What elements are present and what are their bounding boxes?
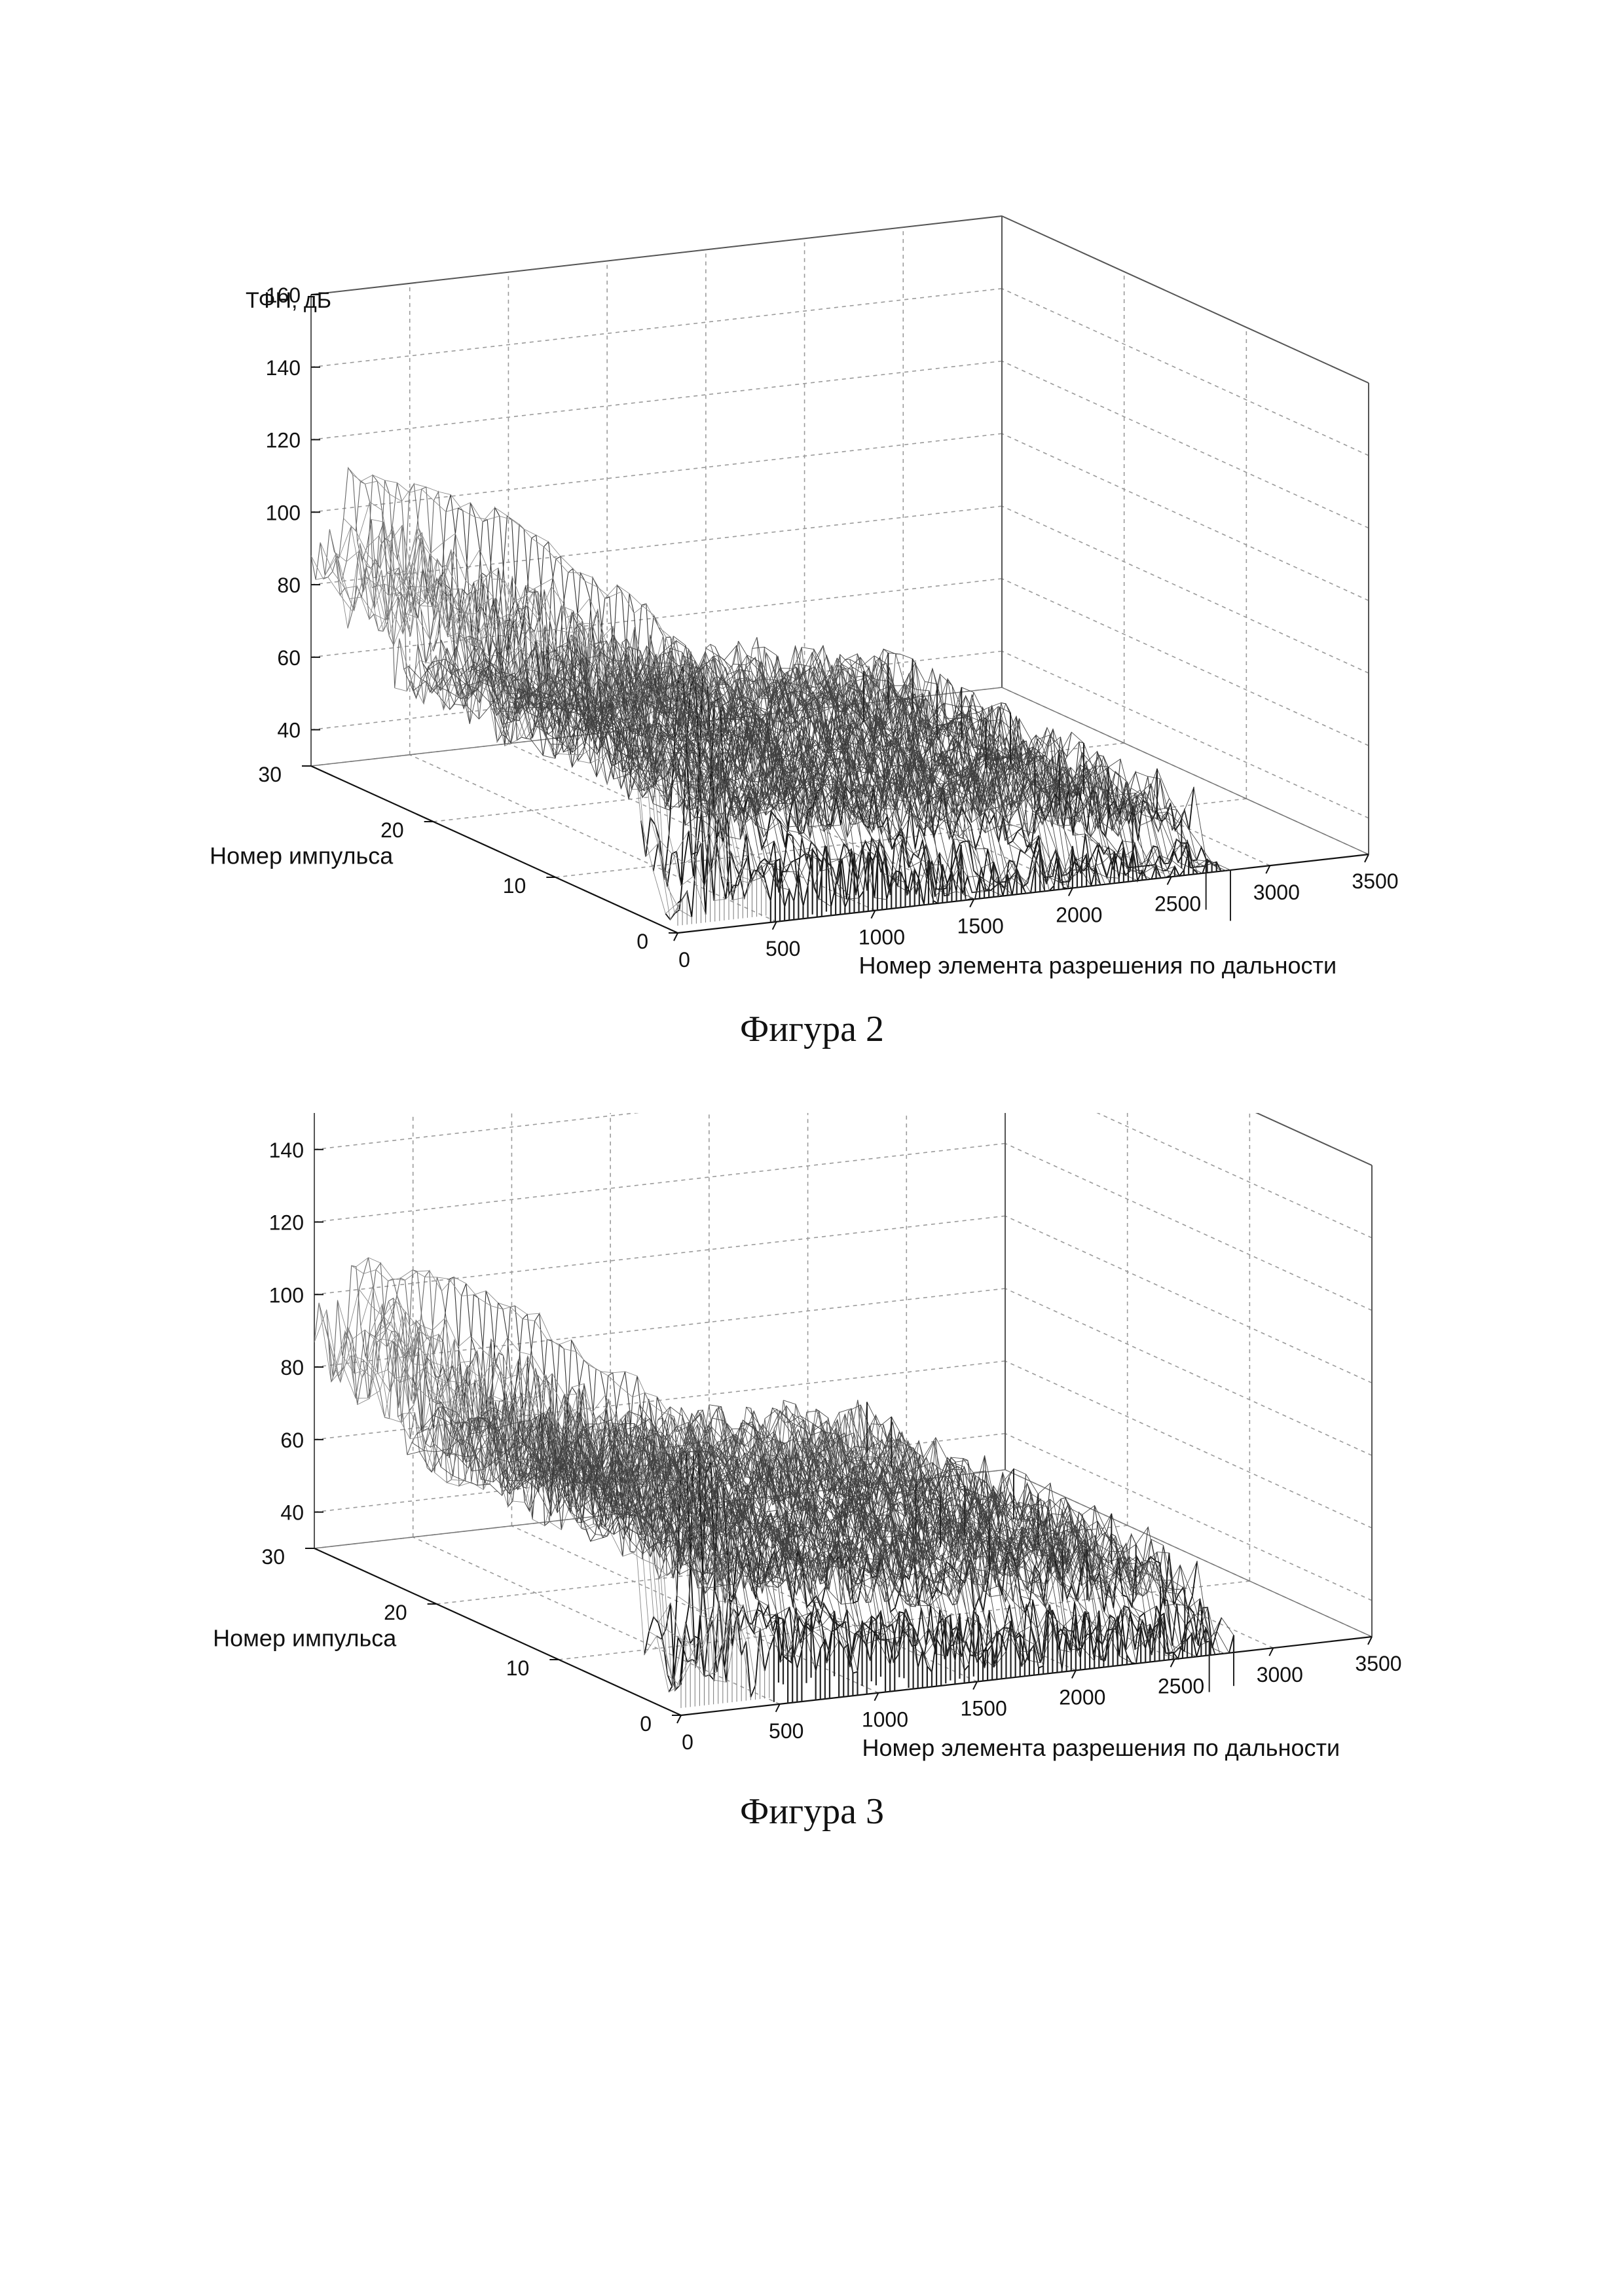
z-tick-label: 80 <box>280 1356 304 1379</box>
x-tick <box>1072 1670 1076 1678</box>
y-tick-label: 20 <box>380 818 404 842</box>
grid-line <box>1005 1288 1372 1455</box>
grid-line <box>311 433 1002 512</box>
grid-line <box>1005 1113 1372 1238</box>
figure-caption: Фигура 2 <box>0 1008 1624 1050</box>
grid-line <box>314 1216 1005 1294</box>
figure-3: 4060801001201401600500100015002000250030… <box>0 1113 1624 1899</box>
surface-plot-figure-3: 4060801001201401600500100015002000250030… <box>0 1113 1624 1899</box>
x-tick <box>773 922 777 930</box>
x-tick <box>674 933 678 941</box>
grid-line <box>311 506 1002 585</box>
grid-line <box>1005 1113 1372 1165</box>
y-tick-label: 10 <box>506 1656 530 1680</box>
grid-line <box>1002 579 1369 746</box>
grid-line <box>1002 361 1369 528</box>
figure-2: 4060801001201401600500100015002000250030… <box>0 0 1624 1113</box>
z-tick-label: 100 <box>266 501 301 524</box>
x-tick-label: 2000 <box>1056 903 1102 926</box>
y-tick-label: 10 <box>503 874 526 898</box>
x-tick-label: 2000 <box>1059 1685 1105 1709</box>
z-tick-label: 40 <box>280 1501 304 1525</box>
y-tick-label: 30 <box>258 763 282 786</box>
z-axis-label: ТФН, дБ <box>246 288 331 313</box>
z-tick-label: 40 <box>277 719 301 742</box>
x-tick-label: 3000 <box>1257 1663 1303 1686</box>
y-tick-label: 20 <box>384 1601 407 1624</box>
grid-line <box>1005 1144 1372 1311</box>
x-axis-label: Номер элемента разрешения по дальности <box>862 1734 1340 1761</box>
z-tick-label: 80 <box>277 574 301 597</box>
box-edge <box>311 216 1002 295</box>
x-tick <box>973 1682 977 1690</box>
axes-box <box>311 216 1369 933</box>
grid-line <box>311 289 1002 367</box>
z-tick-label: 140 <box>269 1139 304 1162</box>
x-tick <box>1266 866 1270 873</box>
x-tick-label: 1000 <box>858 926 905 949</box>
grid-line <box>1005 1216 1372 1383</box>
x-tick <box>874 1693 878 1701</box>
x-tick <box>1069 888 1073 896</box>
x-tick <box>970 900 974 907</box>
x-tick-label: 1500 <box>961 1697 1007 1721</box>
x-tick-label: 3000 <box>1253 881 1300 904</box>
z-tick-label: 140 <box>266 356 301 380</box>
x-tick-label: 0 <box>682 1730 693 1754</box>
y-tick-label: 0 <box>640 1712 652 1736</box>
grid-line <box>1002 433 1369 600</box>
z-tick-label: 60 <box>277 646 301 670</box>
x-tick-label: 0 <box>678 948 690 972</box>
x-tick-label: 3500 <box>1355 1652 1401 1675</box>
grid-line <box>314 1113 1005 1150</box>
x-tick-label: 2500 <box>1158 1674 1204 1698</box>
grid-line <box>413 1537 780 1704</box>
x-axis-label: Номер элемента разрешения по дальности <box>859 952 1337 979</box>
x-tick-label: 2500 <box>1154 892 1201 915</box>
box-edge <box>1005 1113 1372 1165</box>
x-tick <box>871 911 875 919</box>
figure-caption: Фигура 3 <box>0 1791 1624 1832</box>
x-tick <box>677 1715 681 1723</box>
x-tick-label: 1000 <box>862 1708 908 1732</box>
x-tick-label: 3500 <box>1352 869 1398 893</box>
x-tick <box>1365 854 1369 862</box>
surface-plot-figure-2: 4060801001201401600500100015002000250030… <box>0 0 1624 1113</box>
y-tick-label: 0 <box>637 930 648 953</box>
y-axis-label: Номер импульса <box>213 1625 397 1652</box>
surface-mesh <box>311 468 1230 926</box>
surface-mesh <box>314 1258 1234 1708</box>
box-edge <box>1002 216 1369 383</box>
grid-line <box>314 1144 1005 1222</box>
y-axis-label: Номер импульса <box>210 843 394 869</box>
y-tick-label: 30 <box>261 1545 285 1569</box>
grid-line <box>1002 506 1369 673</box>
z-tick-label: 60 <box>280 1429 304 1452</box>
grid-line <box>311 361 1002 440</box>
grid <box>311 216 1369 933</box>
x-tick <box>1269 1648 1273 1656</box>
x-tick <box>1171 1659 1175 1667</box>
x-tick-label: 500 <box>766 937 800 960</box>
x-tick <box>776 1704 780 1712</box>
grid-line <box>1002 289 1369 456</box>
x-tick-label: 1500 <box>957 915 1004 938</box>
z-tick-label: 100 <box>269 1283 304 1307</box>
x-tick <box>1168 877 1172 884</box>
x-tick <box>1368 1637 1372 1645</box>
x-tick-label: 500 <box>769 1719 803 1743</box>
z-tick-label: 120 <box>269 1211 304 1235</box>
z-tick-label: 120 <box>266 429 301 452</box>
